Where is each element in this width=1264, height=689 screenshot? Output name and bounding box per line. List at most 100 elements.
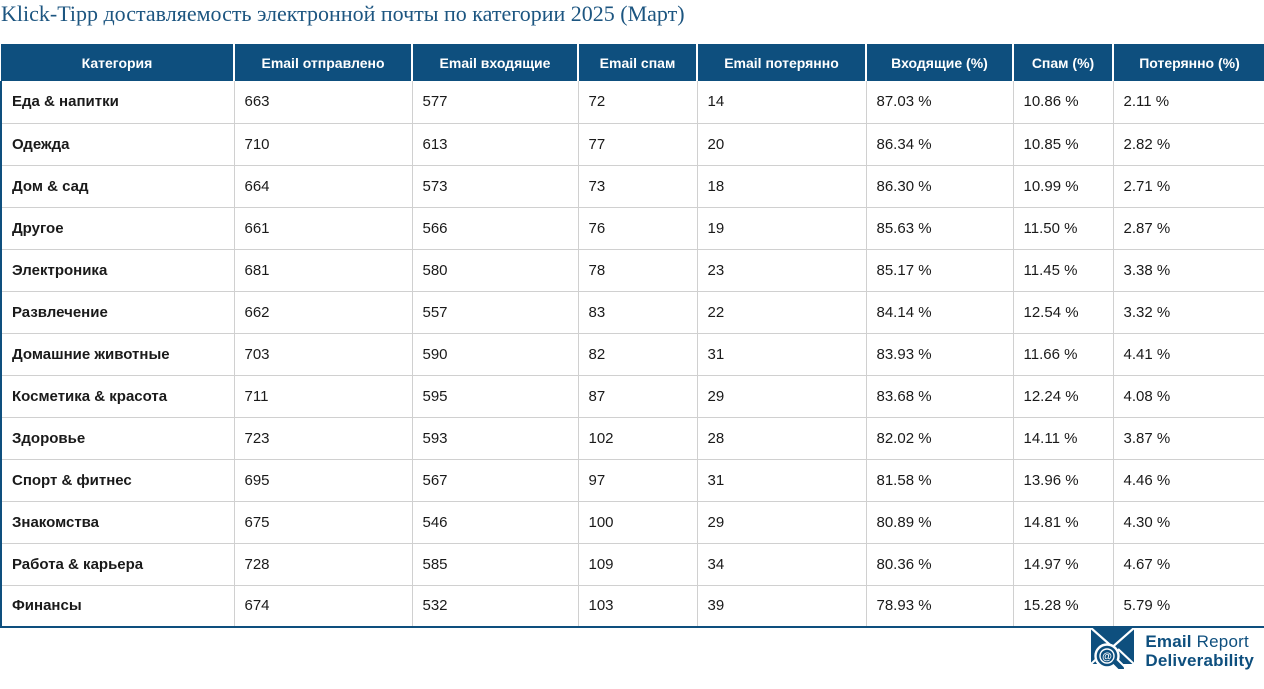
category-cell: Другое — [0, 206, 234, 249]
value-cell: 20 — [696, 122, 866, 165]
table-row: Здоровье 723 593 102 28 82.02 % 14.11 % 3.87 % — [0, 416, 1264, 459]
value-cell: 567 — [411, 458, 578, 501]
value-cell: 2.82 % — [1112, 122, 1264, 165]
value-cell: 29 — [696, 374, 866, 417]
value-cell: 81.58 % — [865, 458, 1013, 501]
value-cell: 661 — [233, 206, 412, 249]
value-cell: 103 — [577, 584, 697, 628]
value-cell: 87 — [577, 374, 697, 417]
value-cell: 14 — [696, 81, 866, 123]
value-cell: 580 — [411, 248, 578, 291]
category-cell: Одежда — [0, 122, 234, 165]
table-row: Косметика & красота 711 595 87 29 83.68 % 12.2… — [0, 374, 1264, 417]
table-row: Одежда 710 613 77 20 86.34 % 10.85 % 2.82 % — [0, 122, 1264, 165]
value-cell: 613 — [411, 122, 578, 165]
value-cell: 728 — [233, 542, 412, 585]
value-cell: 39 — [696, 584, 866, 628]
value-cell: 31 — [696, 458, 866, 501]
email-report-deliverability-logo: @ Email Report Deliverability — [1090, 627, 1254, 676]
value-cell: 4.08 % — [1112, 374, 1264, 417]
value-cell: 595 — [411, 374, 578, 417]
table-row: Электроника 681 580 78 23 85.17 % 11.45 % 3.38 … — [0, 248, 1264, 291]
value-cell: 4.30 % — [1112, 500, 1264, 543]
value-cell: 2.87 % — [1112, 206, 1264, 249]
category-cell: Развлечение — [0, 290, 234, 333]
column-header: Email отправлено — [233, 44, 412, 81]
value-cell: 82 — [577, 332, 697, 375]
value-cell: 4.46 % — [1112, 458, 1264, 501]
table-row: Дом & сад 664 573 73 18 86.30 % 10.99 % 2.71 % — [0, 164, 1264, 207]
value-cell: 14.97 % — [1012, 542, 1113, 585]
value-cell: 102 — [577, 416, 697, 459]
value-cell: 83.93 % — [865, 332, 1013, 375]
column-header: Потерянно (%) — [1112, 44, 1264, 81]
value-cell: 109 — [577, 542, 697, 585]
value-cell: 19 — [696, 206, 866, 249]
value-cell: 590 — [411, 332, 578, 375]
value-cell: 3.38 % — [1112, 248, 1264, 291]
value-cell: 11.50 % — [1012, 206, 1113, 249]
value-cell: 662 — [233, 290, 412, 333]
value-cell: 14.81 % — [1012, 500, 1113, 543]
footer: @ Email Report Deliverability — [0, 627, 1264, 676]
table-header-row: Категория Email отправлено Email входящие E… — [1, 44, 1264, 81]
value-cell: 10.86 % — [1012, 81, 1113, 123]
value-cell: 12.24 % — [1012, 374, 1113, 417]
value-cell: 3.87 % — [1112, 416, 1264, 459]
table-row: Домашние животные 703 590 82 31 83.93 % 11.66 … — [0, 332, 1264, 375]
value-cell: 10.99 % — [1012, 164, 1113, 207]
value-cell: 12.54 % — [1012, 290, 1113, 333]
value-cell: 11.66 % — [1012, 332, 1113, 375]
value-cell: 22 — [696, 290, 866, 333]
page-title: Klick-Tipp доставляемость электронной по… — [1, 1, 685, 26]
value-cell: 3.32 % — [1112, 290, 1264, 333]
category-cell: Работа & карьера — [0, 542, 234, 585]
logo-word-deliverability: Deliverability — [1145, 651, 1254, 670]
value-cell: 2.71 % — [1112, 164, 1264, 207]
value-cell: 723 — [233, 416, 412, 459]
column-header: Email потерянно — [696, 44, 866, 81]
value-cell: 663 — [233, 81, 412, 123]
value-cell: 82.02 % — [865, 416, 1013, 459]
category-cell: Здоровье — [0, 416, 234, 459]
value-cell: 695 — [233, 458, 412, 501]
value-cell: 532 — [411, 584, 578, 628]
value-cell: 80.36 % — [865, 542, 1013, 585]
column-header: Входящие (%) — [865, 44, 1013, 81]
value-cell: 83 — [577, 290, 697, 333]
value-cell: 15.28 % — [1012, 584, 1113, 628]
logo-word-report: Report — [1196, 632, 1249, 651]
value-cell: 78 — [577, 248, 697, 291]
value-cell: 34 — [696, 542, 866, 585]
value-cell: 5.79 % — [1112, 584, 1264, 628]
value-cell: 28 — [696, 416, 866, 459]
value-cell: 86.30 % — [865, 164, 1013, 207]
value-cell: 2.11 % — [1112, 81, 1264, 123]
column-header: Email спам — [577, 44, 697, 81]
deliverability-table: Категория Email отправлено Email входящие E… — [0, 44, 1264, 628]
value-cell: 76 — [577, 206, 697, 249]
value-cell: 14.11 % — [1012, 416, 1113, 459]
value-cell: 674 — [233, 584, 412, 628]
value-cell: 73 — [577, 164, 697, 207]
value-cell: 577 — [411, 81, 578, 123]
value-cell: 664 — [233, 164, 412, 207]
logo-word-email: Email — [1145, 632, 1192, 651]
at-symbol: @ — [1102, 652, 1112, 663]
value-cell: 557 — [411, 290, 578, 333]
value-cell: 85.63 % — [865, 206, 1013, 249]
table-row: Другое 661 566 76 19 85.63 % 11.50 % 2.87 % — [0, 206, 1264, 249]
column-header: Категория — [1, 44, 234, 81]
category-cell: Еда & напитки — [0, 81, 234, 123]
table-row: Финансы 674 532 103 39 78.93 % 15.28 % 5.79 % — [0, 584, 1264, 628]
category-cell: Электроника — [0, 248, 234, 291]
value-cell: 97 — [577, 458, 697, 501]
category-cell: Финансы — [0, 584, 234, 628]
value-cell: 83.68 % — [865, 374, 1013, 417]
table-row: Развлечение 662 557 83 22 84.14 % 12.54 % 3.32 … — [0, 290, 1264, 333]
table-row: Работа & карьера 728 585 109 34 80.36 % 14.97 … — [0, 542, 1264, 585]
value-cell: 11.45 % — [1012, 248, 1113, 291]
value-cell: 100 — [577, 500, 697, 543]
category-cell: Косметика & красота — [0, 374, 234, 417]
value-cell: 86.34 % — [865, 122, 1013, 165]
